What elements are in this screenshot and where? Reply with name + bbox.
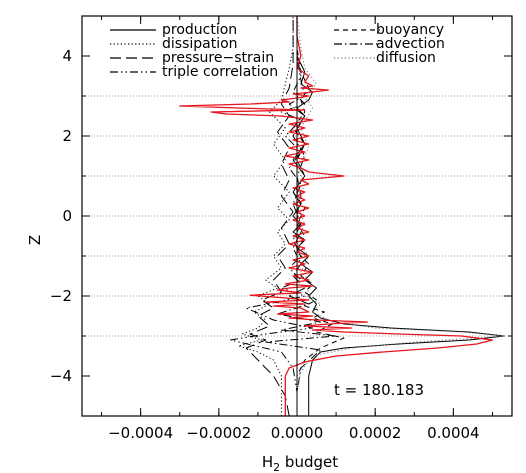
y-tick-label: −2: [50, 287, 72, 305]
series-layer: [179, 15, 505, 417]
legend: productiondissipationpressure−straintrip…: [110, 22, 445, 80]
y-tick-label: 2: [62, 127, 72, 145]
time-annotation: t = 180.183: [334, 381, 424, 399]
legend-label: dissipation: [162, 36, 238, 52]
legend-label: advection: [376, 36, 445, 52]
series-line-2: [245, 16, 294, 417]
y-tick-label: 4: [62, 47, 72, 65]
y-axis-ticks: −4 −2 0 2 4: [50, 15, 512, 417]
x-axis-ticks: −0.0004 −0.0002 0.0000 0.0002 0.0004: [101, 16, 493, 442]
series-line-4: [292, 16, 345, 416]
series-line-1: [237, 16, 294, 416]
x-tick-label: 0.0004: [427, 424, 480, 442]
legend-label: production: [162, 22, 237, 38]
x-axis-label: H2 budget: [262, 453, 338, 473]
legend-label: pressure−strain: [162, 50, 274, 66]
y-tick-label: 0: [62, 207, 72, 225]
y-tick-label: −4: [50, 367, 72, 385]
legend-label: triple correlation: [162, 64, 278, 80]
legend-label: diffusion: [376, 50, 436, 66]
series-line-5: [265, 16, 337, 416]
series-line-7: [179, 16, 494, 416]
legend-label: buoyancy: [376, 22, 444, 38]
x-tick-label: −0.0004: [108, 424, 173, 442]
y-axis-label: Z: [26, 235, 44, 245]
x-tick-label: 0.0002: [349, 424, 402, 442]
x-tick-label: 0.0000: [271, 424, 324, 442]
x-tick-label: −0.0002: [186, 424, 251, 442]
